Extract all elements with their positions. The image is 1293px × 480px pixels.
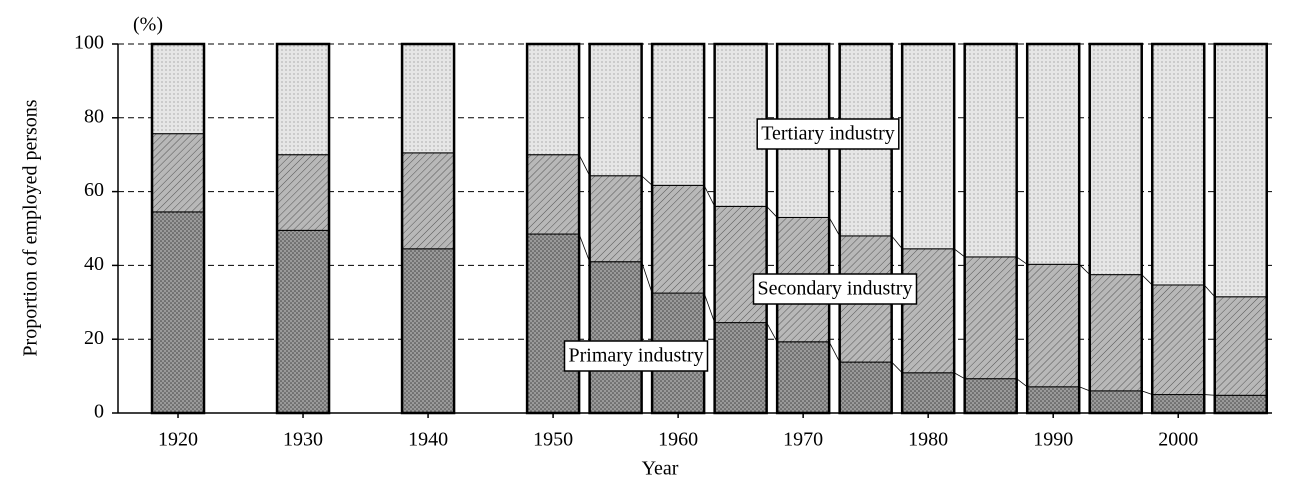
bar-segment [1089, 274, 1143, 392]
bar-segment [1214, 394, 1268, 414]
connector [703, 292, 716, 323]
bar-segment [1151, 43, 1205, 286]
bar-segment [1089, 390, 1143, 414]
connector [828, 341, 841, 363]
bar-segment [839, 361, 893, 414]
y-tick-label: 40 [84, 253, 104, 275]
bar-segment [1026, 386, 1080, 414]
connector [1016, 256, 1028, 265]
connector [766, 206, 778, 218]
series-label-box [756, 118, 900, 150]
y-tick-label: 80 [84, 105, 104, 127]
bar-segment [276, 229, 330, 414]
connector [1141, 390, 1153, 395]
connector [1079, 386, 1090, 392]
x-tick-label: 1960 [658, 429, 698, 451]
bar-segment [526, 154, 580, 235]
bar-segment [589, 261, 643, 414]
connector [953, 372, 965, 380]
x-tick-label: 1930 [283, 429, 323, 451]
x-tick-label: 1990 [1033, 429, 1073, 451]
bar-segment [714, 205, 768, 324]
connector [641, 175, 653, 186]
y-tick-label: 0 [94, 401, 104, 423]
bar-segment [901, 372, 955, 414]
bar-segment [1151, 284, 1205, 396]
bar-segment [964, 256, 1018, 380]
x-tick-label: 1950 [533, 429, 573, 451]
bar-segment [276, 43, 330, 156]
bar-segment [901, 248, 955, 374]
series-label-box [752, 273, 918, 305]
connector [891, 361, 903, 374]
series-label: Tertiary industry [761, 123, 895, 145]
connector [953, 248, 965, 258]
connector [1078, 264, 1090, 275]
bar-segment [1151, 394, 1205, 414]
y-tick-label: 20 [84, 327, 104, 349]
bar-segment [964, 378, 1018, 414]
bar-segment [714, 322, 768, 414]
bar-segment [401, 43, 455, 154]
bar-segment [1214, 296, 1268, 396]
bar-segment [776, 341, 830, 414]
bar-segment [526, 43, 580, 156]
connector [1016, 378, 1028, 388]
bar-segment [651, 43, 705, 186]
connector [828, 217, 841, 237]
bar-segment [964, 43, 1018, 258]
y-tick-label: 100 [74, 32, 104, 54]
x-tick-label: 1920 [158, 429, 198, 451]
bar-segment [1214, 43, 1268, 298]
x-axis-label: Year [642, 458, 679, 480]
connector [1204, 394, 1215, 396]
connector [703, 185, 715, 207]
bar-segment [526, 233, 580, 414]
connector [1141, 274, 1153, 286]
series-label-box [563, 340, 709, 372]
bar-segment [589, 43, 643, 177]
series-label: Primary industry [569, 345, 704, 367]
unit-label: (%) [133, 14, 163, 36]
x-tick-label: 2000 [1158, 429, 1198, 451]
bar-segment [276, 154, 330, 231]
connector [578, 233, 590, 262]
x-tick-label: 1940 [408, 429, 448, 451]
bar-segment [151, 211, 205, 414]
series-label: Secondary industry [758, 278, 913, 300]
connector [891, 235, 903, 250]
x-tick-label: 1970 [783, 429, 823, 451]
bar-segment [151, 133, 205, 213]
bar-segment [651, 184, 705, 294]
connector [1203, 284, 1216, 298]
bar-segment [1026, 263, 1080, 388]
bar-segment [901, 43, 955, 250]
bar-segment [1026, 43, 1080, 265]
connector [641, 261, 653, 294]
connector [766, 322, 778, 342]
y-tick-label: 60 [84, 179, 104, 201]
bar-segment [401, 248, 455, 414]
y-axis-label: Proportion of employed persons [20, 99, 42, 356]
x-tick-label: 1980 [908, 429, 948, 451]
bar-segment [589, 175, 643, 263]
bar-segment [1089, 43, 1143, 276]
bar-segment [151, 43, 205, 135]
bar-segment [401, 152, 455, 250]
connector [578, 154, 590, 176]
